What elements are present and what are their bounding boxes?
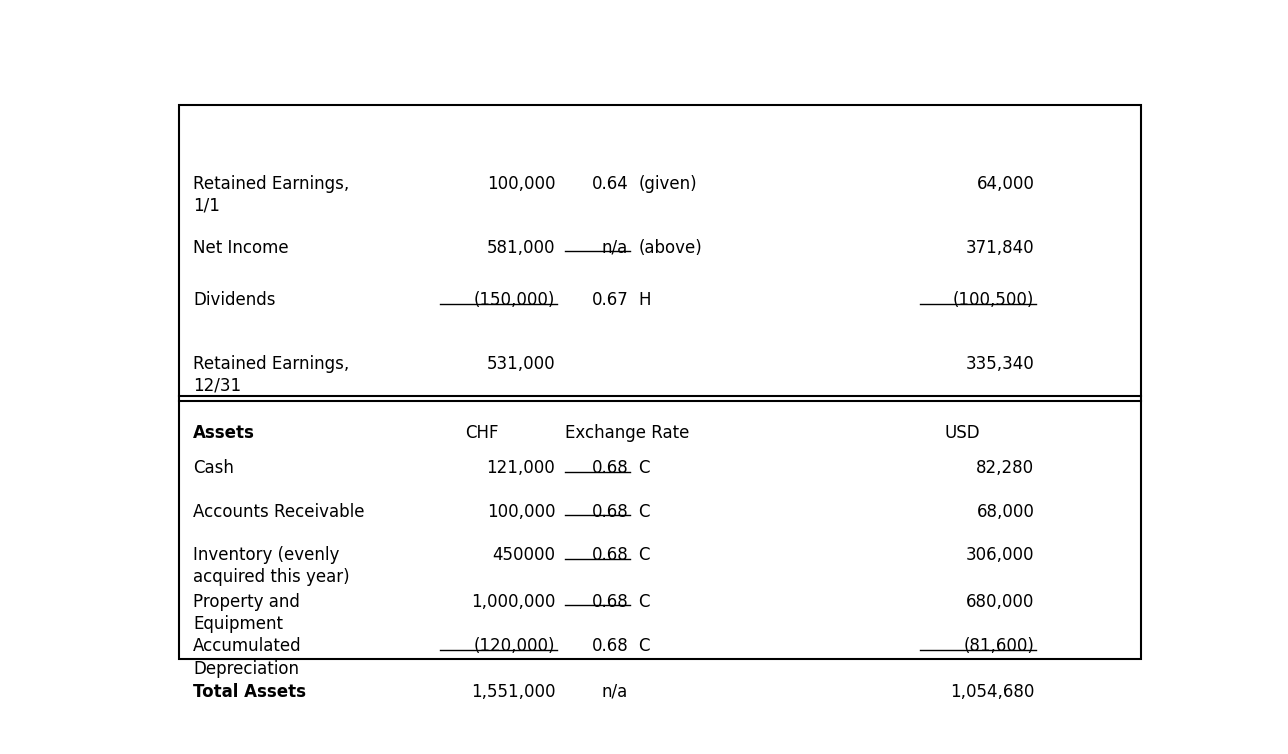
Text: 1,000,000: 1,000,000 — [471, 593, 555, 611]
Text: 68,000: 68,000 — [976, 503, 1034, 521]
Text: H: H — [638, 291, 650, 309]
Text: C: C — [638, 503, 649, 521]
Text: n/a: n/a — [601, 238, 629, 256]
Text: 0.68: 0.68 — [591, 459, 629, 477]
Text: (120,000): (120,000) — [474, 637, 555, 655]
Text: Property and
Equipment: Property and Equipment — [193, 593, 300, 633]
Text: 82,280: 82,280 — [976, 459, 1034, 477]
Text: 581,000: 581,000 — [487, 238, 555, 256]
Text: 0.68: 0.68 — [591, 593, 629, 611]
Text: Net Income: Net Income — [193, 238, 289, 256]
Text: (150,000): (150,000) — [474, 291, 555, 309]
Text: (100,500): (100,500) — [953, 291, 1034, 309]
Text: 1,054,680: 1,054,680 — [951, 682, 1034, 700]
Text: 680,000: 680,000 — [966, 593, 1034, 611]
Text: Assets: Assets — [193, 425, 255, 443]
Text: n/a: n/a — [601, 682, 629, 700]
Text: (above): (above) — [638, 238, 702, 256]
Text: 121,000: 121,000 — [487, 459, 555, 477]
Text: Accumulated
Depreciation: Accumulated Depreciation — [193, 637, 301, 678]
Text: 450000: 450000 — [492, 546, 555, 564]
Text: Total Assets: Total Assets — [193, 682, 307, 700]
Text: 100,000: 100,000 — [487, 503, 555, 521]
Text: (given): (given) — [638, 175, 697, 193]
Text: Retained Earnings,
12/31: Retained Earnings, 12/31 — [193, 354, 349, 395]
Text: C: C — [638, 546, 649, 564]
Text: Retained Earnings,
1/1: Retained Earnings, 1/1 — [193, 175, 349, 215]
Text: 64,000: 64,000 — [976, 175, 1034, 193]
Text: Exchange Rate: Exchange Rate — [565, 425, 689, 443]
Text: CHF: CHF — [465, 425, 498, 443]
Text: C: C — [638, 459, 649, 477]
Text: Accounts Receivable: Accounts Receivable — [193, 503, 365, 521]
Text: Dividends: Dividends — [193, 291, 276, 309]
Text: 1,551,000: 1,551,000 — [471, 682, 555, 700]
Text: Inventory (evenly
acquired this year): Inventory (evenly acquired this year) — [193, 546, 349, 587]
Text: 531,000: 531,000 — [487, 354, 555, 372]
Text: 371,840: 371,840 — [966, 238, 1034, 256]
Text: USD: USD — [944, 425, 980, 443]
Text: 0.64: 0.64 — [591, 175, 629, 193]
Text: (81,600): (81,600) — [963, 637, 1034, 655]
Text: 335,340: 335,340 — [966, 354, 1034, 372]
Text: C: C — [638, 593, 649, 611]
Text: 100,000: 100,000 — [487, 175, 555, 193]
Text: 0.67: 0.67 — [591, 291, 629, 309]
Text: 0.68: 0.68 — [591, 503, 629, 521]
Text: 0.68: 0.68 — [591, 546, 629, 564]
Text: C: C — [638, 637, 649, 655]
Text: 306,000: 306,000 — [966, 546, 1034, 564]
Text: Cash: Cash — [193, 459, 234, 477]
Text: 0.68: 0.68 — [591, 637, 629, 655]
